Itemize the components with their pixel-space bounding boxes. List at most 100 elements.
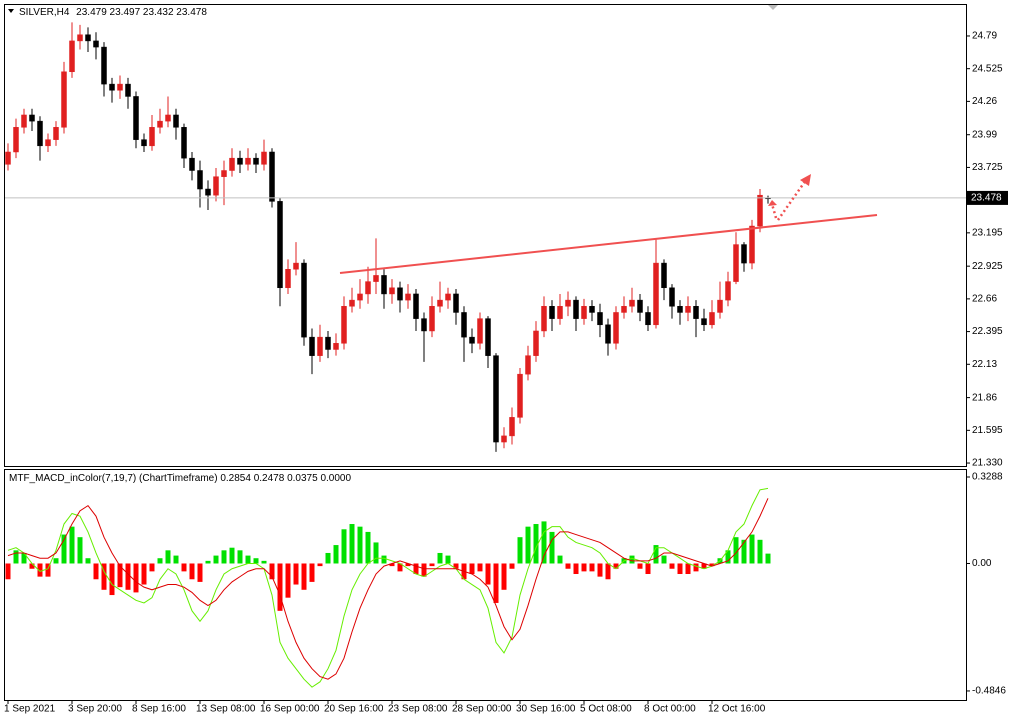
y-tick-label: 21.86	[972, 392, 997, 403]
candle-body	[349, 299, 355, 307]
histogram-bar	[445, 555, 451, 564]
candle-body	[237, 157, 243, 165]
candle-body	[13, 127, 19, 153]
histogram-bar	[69, 526, 75, 564]
candle-body	[109, 83, 115, 91]
candle-body	[581, 306, 587, 319]
candle-body	[149, 127, 155, 147]
histogram-bar	[541, 521, 547, 564]
histogram-bar	[381, 555, 387, 564]
candle-body	[381, 275, 387, 295]
candle-body	[293, 262, 299, 270]
candle-body	[53, 127, 59, 140]
shift-marker[interactable]	[768, 5, 778, 10]
candle-body	[605, 324, 611, 344]
last-high: 23.497	[110, 7, 141, 18]
histogram-bar	[277, 563, 283, 611]
histogram-bar	[85, 558, 91, 564]
x-tick-label: 8 Sep 16:00	[132, 704, 186, 715]
candle-body	[29, 114, 35, 122]
histogram-bar	[5, 563, 11, 580]
candle-body	[709, 312, 715, 326]
candle-body	[245, 157, 251, 165]
marks: 21.330 21.595 21.86 22.13 22.395 22.66 22.925 2…	[4, 22, 1008, 715]
histogram-bar	[309, 563, 315, 582]
histogram-bar	[29, 563, 35, 569]
histogram-bar	[725, 550, 731, 564]
histogram-bar	[637, 563, 643, 569]
x-tick-label: 30 Sep 16:00	[516, 704, 576, 715]
histogram-bar	[141, 563, 147, 585]
y-tick-label: 23.725	[972, 162, 1003, 173]
last-close: 23.478	[176, 7, 207, 18]
y-tick-label: 21.595	[972, 425, 1003, 436]
candle-body	[437, 299, 443, 307]
histogram-bar	[13, 550, 19, 564]
readout: 0.0000	[320, 473, 351, 484]
candle-body	[365, 281, 371, 295]
candle-body	[421, 318, 427, 332]
histogram-bar	[229, 547, 235, 564]
histogram-bar	[477, 563, 483, 572]
price-panel-frame	[4, 4, 967, 467]
current-price-label: 23.478	[971, 193, 1002, 204]
histogram-bar	[101, 563, 107, 590]
histogram-bar	[205, 560, 211, 564]
candle-body	[141, 139, 147, 147]
histogram-bar	[517, 537, 523, 564]
candle-body	[445, 293, 451, 301]
x-tick-label: 8 Oct 00:00	[644, 704, 696, 715]
last-low: 23.432	[143, 7, 174, 18]
candle-body	[733, 244, 739, 282]
candle-body	[205, 188, 211, 196]
candle-body	[565, 299, 571, 307]
candle-body	[213, 176, 219, 196]
histogram-bar	[317, 563, 323, 567]
histogram-bar	[37, 563, 43, 577]
histogram-bar	[645, 563, 651, 575]
candle-body	[37, 120, 43, 147]
histogram-bar	[677, 563, 683, 575]
readout: 0.0375	[287, 473, 318, 484]
histogram-bar	[373, 542, 379, 564]
histogram-bar	[133, 563, 139, 593]
indicator-line	[7, 498, 769, 680]
candle-body	[301, 262, 307, 338]
menu-arrow[interactable]	[8, 9, 14, 13]
candle-body	[557, 306, 563, 319]
candle-body	[477, 318, 483, 344]
histogram-bar	[125, 563, 131, 590]
y-tick-label: 0.3288	[972, 472, 1003, 483]
x-tick-label: 1 Sep 2021	[4, 704, 56, 715]
x-tick-label: 20 Sep 16:00	[324, 704, 384, 715]
candle-body	[645, 312, 651, 326]
candle-body	[621, 306, 627, 313]
candle-body	[325, 336, 331, 350]
current-price-box	[967, 190, 1008, 205]
histogram-bar	[173, 555, 179, 564]
histogram-bar	[365, 531, 371, 564]
histogram-bar	[269, 563, 275, 580]
y-tick-label: 22.925	[972, 261, 1003, 272]
readout: 0.2478	[254, 473, 285, 484]
x-tick-label: 16 Sep 00:00	[260, 704, 320, 715]
candle-body	[549, 306, 555, 319]
histogram-bar	[149, 563, 155, 572]
candle-body	[285, 269, 291, 289]
histogram-bar	[557, 555, 563, 564]
candle-body	[277, 201, 283, 289]
histogram-bar	[53, 558, 59, 564]
candle-body	[229, 157, 235, 171]
histogram-bar	[93, 563, 99, 580]
histogram-bar	[253, 558, 259, 564]
candle-body	[261, 151, 267, 165]
trend-line[interactable]	[339, 214, 878, 274]
histogram-bar	[437, 552, 443, 564]
histogram-bar	[77, 537, 83, 564]
candle-body	[125, 83, 131, 97]
candle-body	[45, 139, 51, 147]
histogram-bar	[749, 534, 755, 564]
readout: 0.2854	[220, 473, 251, 484]
histogram-bar	[397, 563, 403, 572]
candle-body	[749, 225, 755, 264]
